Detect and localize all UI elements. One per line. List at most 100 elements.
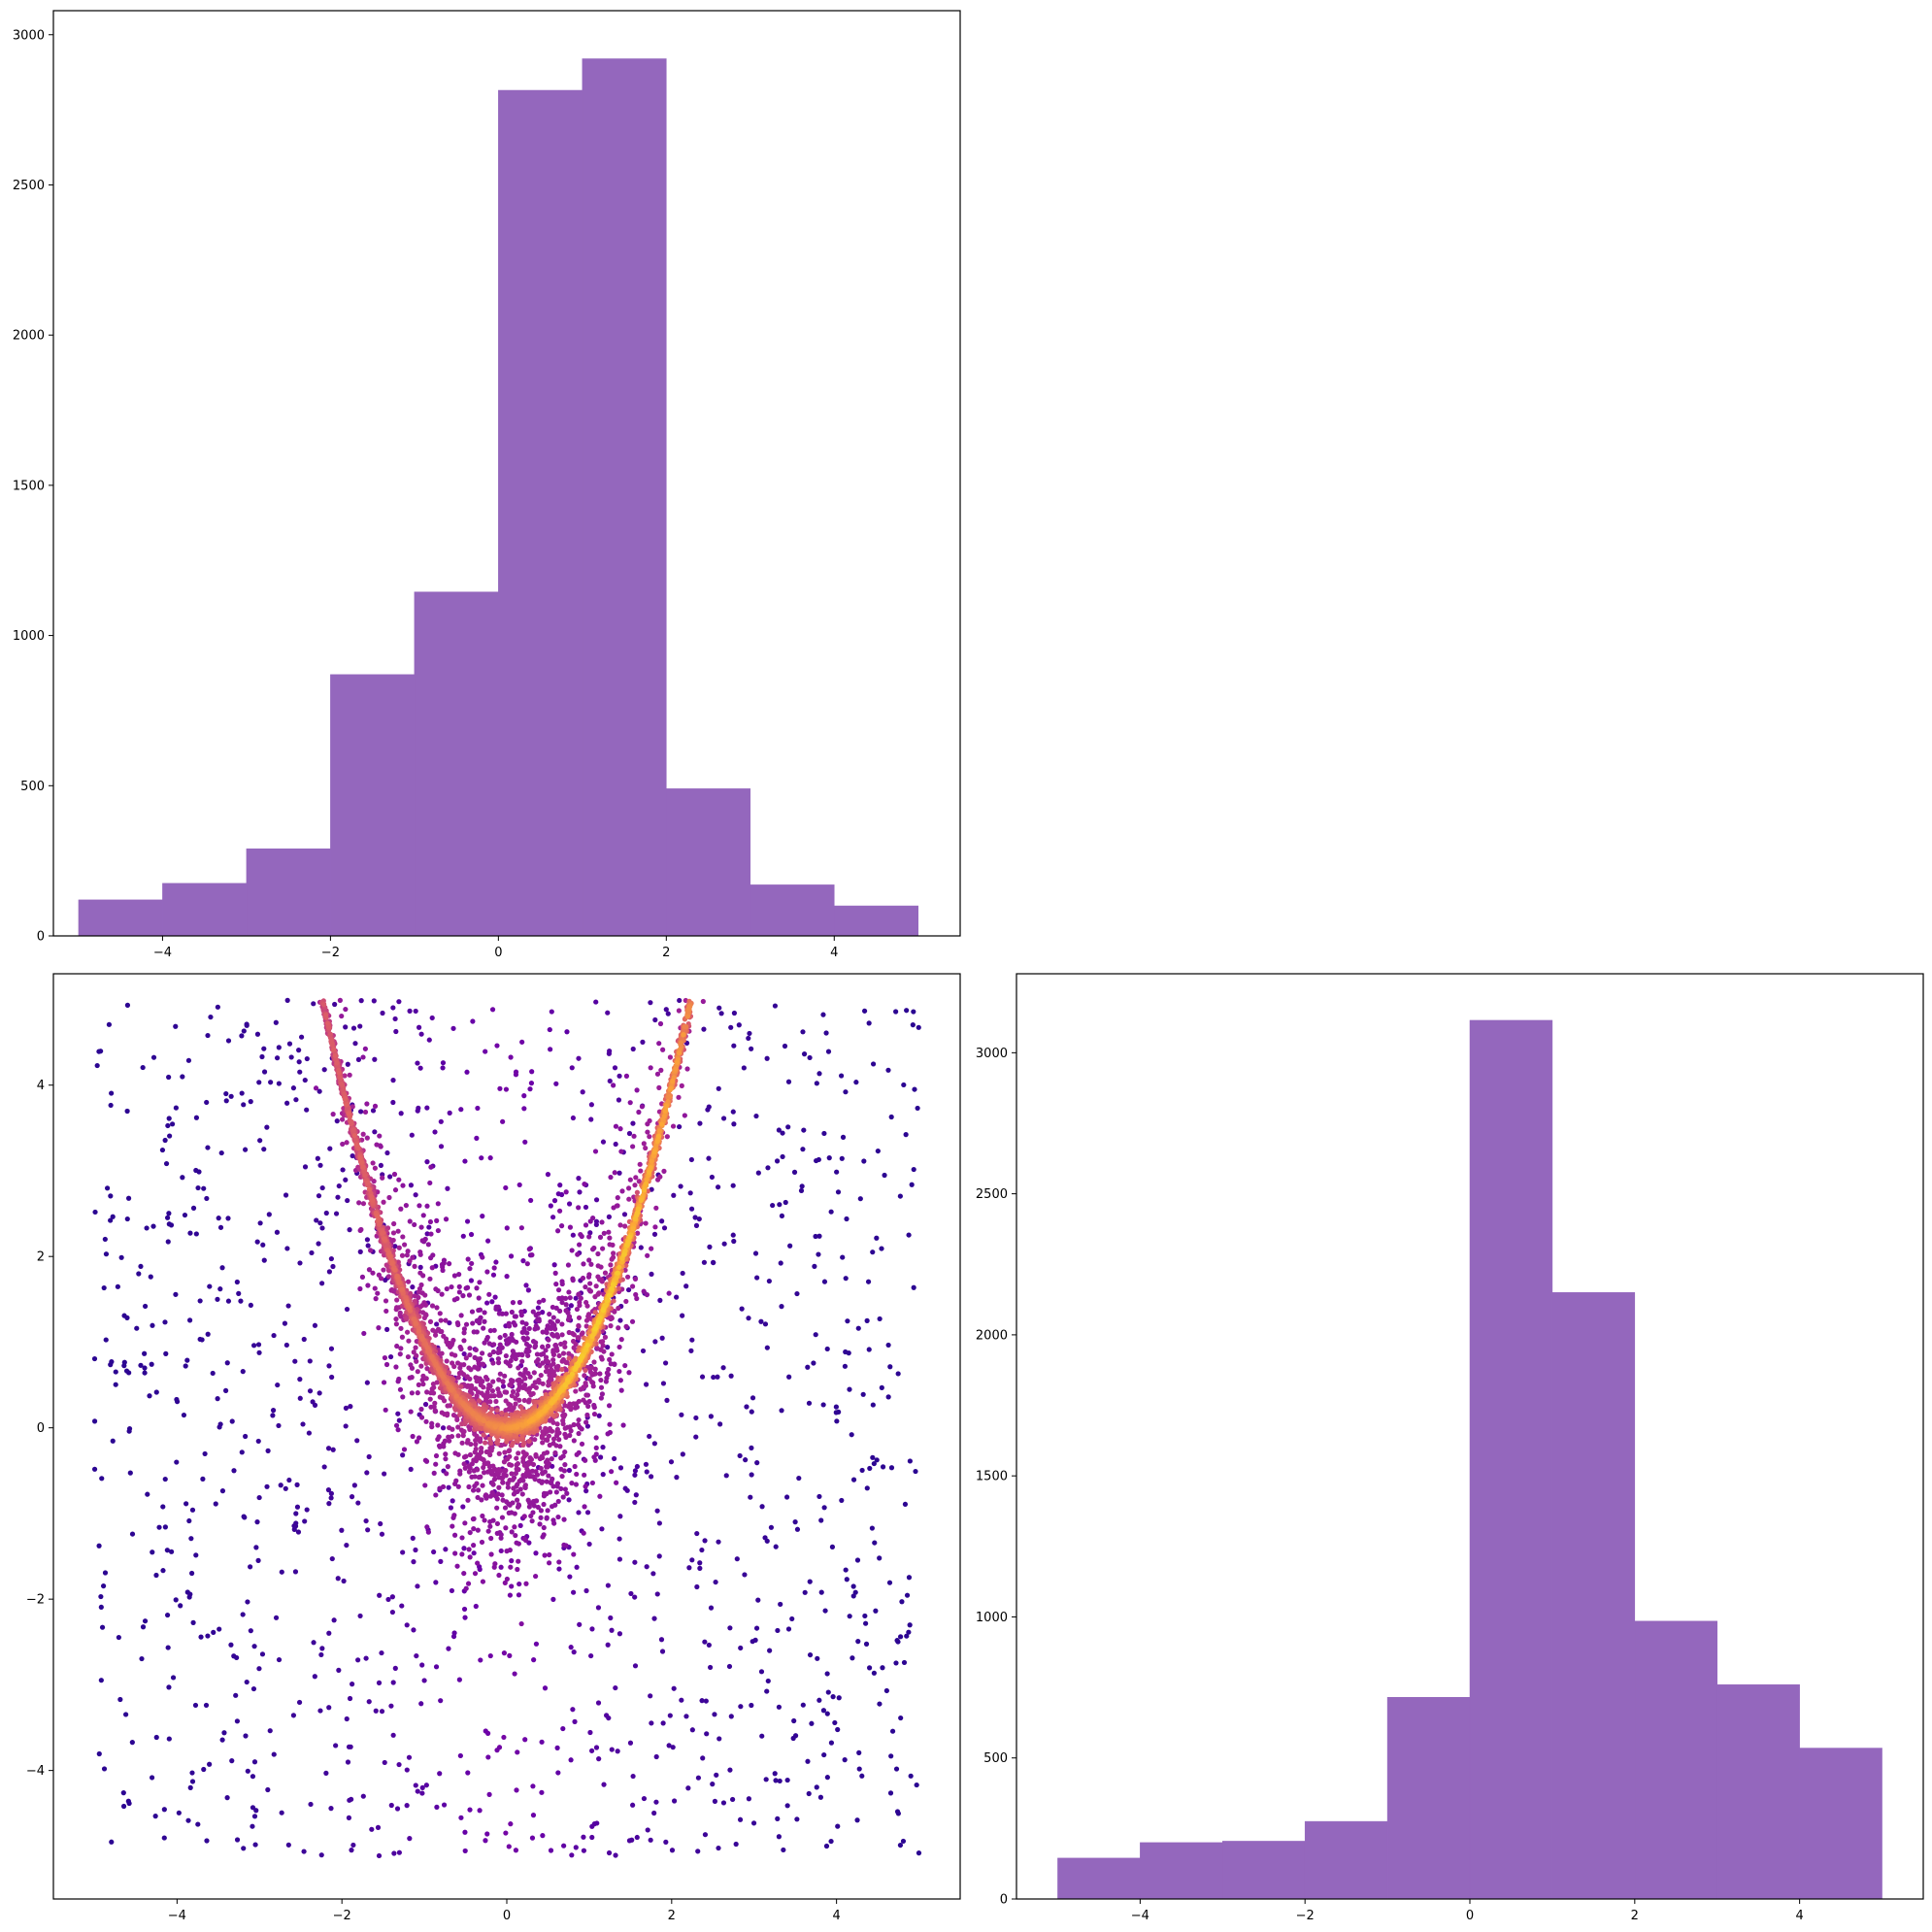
scatter-point [617,1378,623,1383]
scatter-point [337,997,343,1003]
scatter-point [785,1124,791,1130]
scatter-point [223,1387,229,1393]
scatter-point [689,1727,695,1733]
scatter-point [412,1293,418,1299]
scatter-point [885,1342,891,1349]
scatter-point [659,1649,666,1654]
scatter-point [350,1842,356,1849]
scatter-point [520,1258,526,1264]
scatter-point [239,1033,245,1039]
scatter-point [605,1582,611,1588]
scatter-point [316,1193,322,1199]
scatter-point [123,1712,129,1717]
scatter-point [392,1016,398,1022]
scatter-point [240,1369,246,1375]
scatter-point [438,1118,444,1124]
scatter-point [457,1468,463,1474]
scatter-point [342,1095,349,1102]
scatter-point [380,1230,385,1236]
scatter-point [396,1761,402,1768]
scatter-point [518,1225,524,1231]
scatter-point [816,1071,822,1077]
scatter-point [501,1472,507,1478]
scatter-point [173,1597,179,1603]
scatter-point [820,1402,826,1408]
scatter-point [574,1564,580,1570]
scatter-point [539,1739,545,1745]
scatter-point [571,1649,577,1655]
scatter-point [275,1382,281,1388]
scatter-point [873,1608,879,1614]
scatter-point [467,1529,473,1536]
scatter-point [713,1579,718,1585]
scatter-point [609,1469,615,1475]
scatter-point [476,1398,483,1404]
scatter-point [583,1380,588,1386]
scatter-point [457,1752,463,1759]
scatter-point [391,1171,398,1178]
scatter-point [544,1479,550,1484]
scatter-point [525,1497,531,1503]
scatter-point [382,1354,388,1361]
scatter-point [329,1041,335,1047]
scatter-point [429,1265,435,1271]
scatter-point [407,1305,413,1311]
scatter-point [458,1383,464,1389]
scatter-point [126,1425,133,1432]
scatter-point [551,1372,557,1379]
scatter-point [189,1570,195,1577]
scatter-point [533,1641,540,1647]
scatter-point [449,1587,455,1594]
scatter-point [596,1756,602,1762]
scatter-point [592,1149,599,1154]
scatter-point [365,1282,371,1288]
scatter-point [617,1317,623,1323]
scatter-point [545,1457,550,1463]
scatter-point [574,1306,581,1313]
scatter-point [375,1290,381,1296]
scatter-point [412,1221,417,1228]
scatter-point [658,1637,665,1643]
scatter-point [174,1399,181,1405]
scatter-point [755,1170,761,1176]
scatter-point [550,1504,555,1510]
scatter-point [863,1641,870,1647]
scatter-point [390,1078,396,1083]
scatter-point [484,1831,490,1837]
scatter-point [596,1290,602,1296]
scatter-point [533,1550,539,1556]
scatter-point [593,1221,599,1228]
scatter-point [365,1243,371,1249]
scatter-point [593,1435,599,1441]
scatter-point [451,1532,458,1538]
scatter-point [296,1048,302,1053]
scatter-point [617,1514,623,1519]
scatter-point [333,1743,339,1749]
scatter-point [338,1081,345,1086]
scatter-point [282,1320,288,1326]
scatter-point [897,1193,903,1199]
scatter-point [598,1377,604,1383]
scatter-point [487,1327,493,1334]
scatter-point [477,1424,483,1430]
scatter-point [391,1220,397,1227]
scatter-point [486,1341,492,1347]
scatter-point [357,1023,363,1029]
scatter-point [414,1439,420,1445]
scatter-point [481,1325,486,1331]
scatter-point [529,1835,536,1841]
scatter-point [615,1203,620,1209]
scatter-point [468,1441,474,1448]
scatter-point [659,1218,665,1224]
scatter-point [459,1551,465,1557]
scatter-point [466,1292,473,1298]
scatter-point [390,1732,396,1738]
scatter-point [463,1355,469,1361]
scatter-point [857,1196,863,1202]
scatter-point [586,1541,592,1548]
scatter-point [254,1239,260,1245]
scatter-point [440,1374,446,1380]
scatter-point [521,1397,527,1404]
scatter-point [411,1627,416,1633]
scatter-point [359,1274,366,1280]
